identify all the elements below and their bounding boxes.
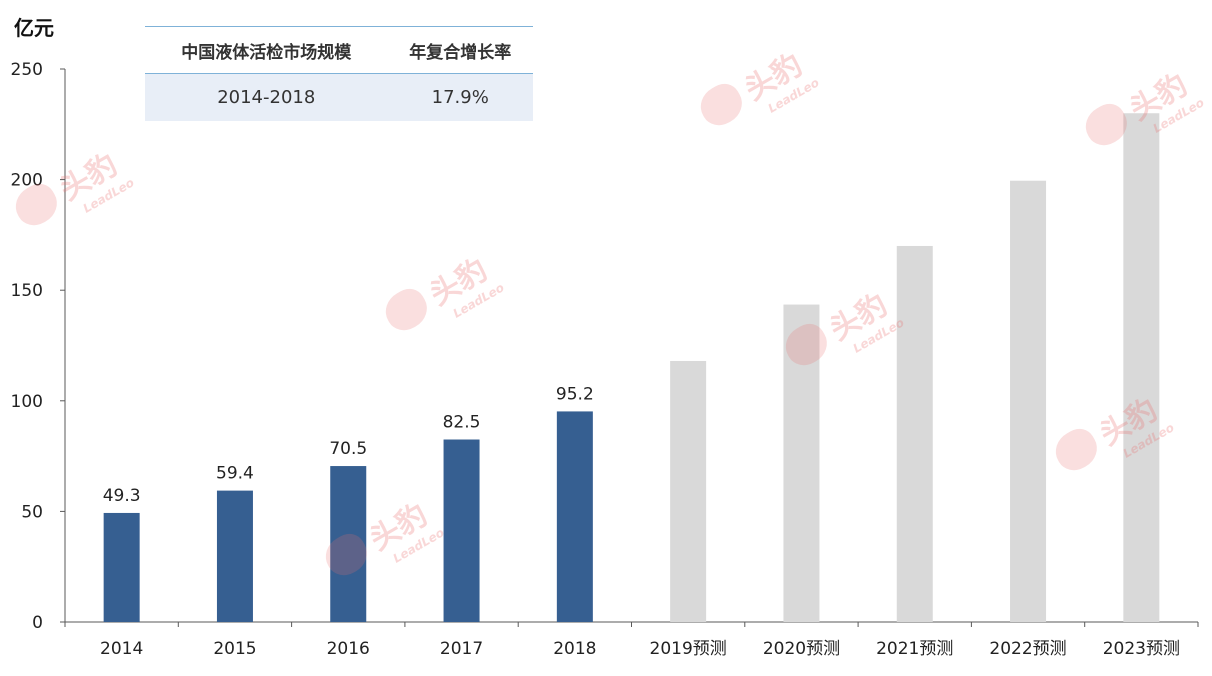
data-label: 49.3 xyxy=(103,486,141,506)
y-tick-label: 0 xyxy=(32,613,43,633)
bar xyxy=(556,411,593,622)
data-label: 95.2 xyxy=(556,384,594,404)
bar xyxy=(1010,180,1047,622)
bar xyxy=(670,360,707,622)
x-tick-label: 2021预测 xyxy=(876,639,953,659)
x-tick-label: 2017 xyxy=(440,639,483,659)
y-tick-label: 50 xyxy=(21,502,43,522)
y-tick-label: 200 xyxy=(11,171,43,191)
bar xyxy=(216,490,253,622)
x-tick-label: 2023预测 xyxy=(1103,639,1180,659)
y-axis-unit-label: 亿元 xyxy=(14,16,54,40)
bar xyxy=(896,245,933,622)
cagr-table-header-row: 中国液体活检市场规模 年复合增长率 xyxy=(145,26,533,74)
x-tick-label: 2020预测 xyxy=(763,639,840,659)
cagr-table-period: 2014-2018 xyxy=(145,73,388,121)
x-tick-label: 2015 xyxy=(213,639,256,659)
cagr-table-header-cagr: 年复合增长率 xyxy=(387,26,533,74)
data-label: 82.5 xyxy=(443,413,481,433)
x-tick-label: 2014 xyxy=(100,639,143,659)
y-tick-label: 100 xyxy=(11,392,43,412)
bar xyxy=(330,466,367,622)
bar xyxy=(103,512,140,622)
x-tick-label: 2016 xyxy=(327,639,370,659)
x-tick-label: 2018 xyxy=(553,639,596,659)
x-tick-label: 2022预测 xyxy=(989,639,1066,659)
x-tick-label: 2019预测 xyxy=(650,639,727,659)
y-tick-label: 250 xyxy=(11,60,43,80)
data-label: 70.5 xyxy=(329,439,367,459)
cagr-table-row: 2014-2018 17.9% xyxy=(145,73,533,121)
cagr-table-header-market: 中国液体活检市场规模 xyxy=(145,26,388,74)
bar xyxy=(783,304,820,622)
y-tick-label: 150 xyxy=(11,281,43,301)
bar xyxy=(1123,113,1160,623)
data-label: 59.4 xyxy=(216,464,254,484)
cagr-table-rate: 17.9% xyxy=(387,73,533,121)
bar xyxy=(443,439,480,622)
cagr-table: 中国液体活检市场规模 年复合增长率 2014-2018 17.9% xyxy=(145,26,533,121)
